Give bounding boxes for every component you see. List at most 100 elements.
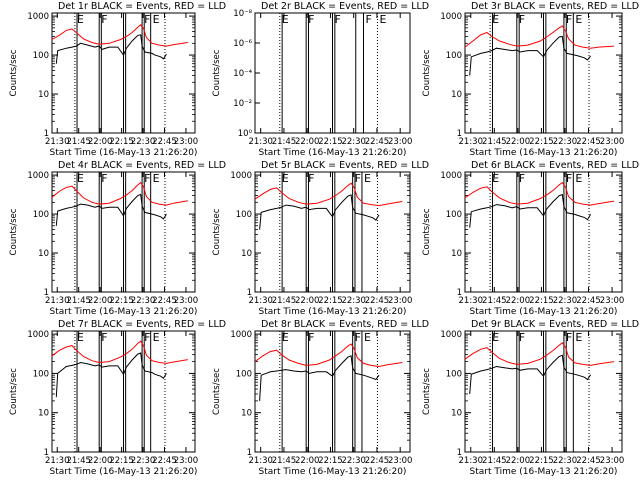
xtick-label: 22:15 [109, 456, 134, 466]
series-lld-line [464, 25, 615, 49]
event-marker-letter: F [519, 331, 525, 344]
event-marker-letter: F [308, 172, 314, 185]
event-marker-letter: F [144, 331, 150, 344]
detector-panel-2: Det 2r BLACK = Events, RED = LLD 10⁻⁸ 10⁻⁶… [212, 1, 429, 158]
event-marker-letter: F [101, 13, 107, 26]
ytick-label: 1000 [440, 171, 462, 181]
xtick-label: 21:45 [482, 456, 507, 466]
detector-panel-6: Det 6r BLACK = Events, RED = LLD 1 10 100 10… [422, 160, 639, 317]
ytick-label: 10 [38, 409, 49, 419]
xtick-label: 22:30 [341, 296, 366, 306]
event-marker-letter: F [566, 331, 572, 344]
xtick-label: 21:30 [248, 296, 273, 306]
event-marker-letter: F [144, 13, 150, 26]
ytick-label: 1000 [27, 171, 49, 181]
event-marker-letter: E [575, 331, 582, 344]
xtick-label: 22:00 [88, 137, 113, 147]
x-axis-label: Start Time (16-May-13 21:26:20) [259, 467, 407, 477]
xtick-label: 22:45 [365, 137, 390, 147]
y-axis-label: Counts/sec [9, 208, 19, 255]
y-axis-label: Counts/sec [212, 49, 222, 96]
ytick-label: 1 [44, 129, 49, 139]
ytick-label: 1000 [440, 12, 462, 22]
xtick-label: 22:00 [88, 296, 113, 306]
x-axis-label: Start Time (16-May-13 21:26:20) [259, 148, 407, 158]
ytick-label: 10⁻⁶ [233, 39, 252, 49]
x-axis-label: Start Time (16-May-13 21:26:20) [470, 467, 618, 477]
xtick-label: 23:00 [174, 137, 199, 147]
detector-panel-9: Det 9r BLACK = Events, RED = LLD 1 10 100 10… [422, 319, 639, 477]
xtick-label: 23:00 [600, 456, 625, 466]
event-marker-letter: F [101, 331, 107, 344]
series-lld-line [464, 342, 615, 366]
event-marker-letter: F [308, 331, 314, 344]
xtick-label: 21:30 [45, 456, 70, 466]
xtick-label: 22:45 [576, 456, 601, 466]
series-lld-line [464, 181, 615, 206]
xtick-label: 23:00 [174, 296, 199, 306]
xtick-label: 22:00 [295, 456, 320, 466]
event-marker-letter: E [77, 172, 84, 185]
event-marker-letter: F [335, 13, 341, 26]
event-marker-letter: F [566, 172, 572, 185]
ytick-label: 1 [247, 448, 252, 458]
xtick-label: 22:45 [365, 456, 390, 466]
xtick-label: 21:45 [66, 456, 91, 466]
x-axis-label: Start Time (16-May-13 21:26:20) [470, 148, 618, 158]
event-marker-letter: E [492, 13, 499, 26]
xtick-label: 21:45 [272, 137, 297, 147]
x-axis-label: Start Time (16-May-13 21:26:20) [259, 307, 407, 317]
series-lld-line [51, 181, 188, 206]
event-marker-letter: E [379, 13, 386, 26]
ytick-label: 10 [241, 249, 252, 259]
event-marker-letter: E [77, 13, 84, 26]
xtick-label: 23:00 [388, 456, 413, 466]
series-events-line [55, 193, 167, 226]
ytick-label: 10⁻⁸ [233, 9, 252, 19]
event-marker-letter: E [575, 172, 582, 185]
ytick-label: 1000 [27, 12, 49, 22]
detector-panel-7: Det 7r BLACK = Events, RED = LLD 1 10 100 10… [9, 319, 226, 477]
xtick-label: 22:15 [318, 137, 343, 147]
series-events-line [259, 355, 380, 401]
ytick-label: 100 [446, 51, 462, 61]
xtick-label: 21:30 [248, 456, 273, 466]
ytick-label: 1 [457, 288, 462, 298]
xtick-label: 22:30 [553, 137, 578, 147]
event-marker-letter: E [77, 331, 84, 344]
xtick-label: 22:00 [506, 456, 531, 466]
xtick-label: 22:30 [131, 456, 156, 466]
x-axis-label: Start Time (16-May-13 21:26:20) [50, 307, 198, 317]
ytick-label: 1 [247, 288, 252, 298]
xtick-label: 21:45 [272, 456, 297, 466]
panel-title: Det 5r BLACK = Events, RED = LLD [261, 160, 429, 171]
xtick-label: 22:45 [152, 296, 177, 306]
event-marker-letter: E [153, 331, 160, 344]
y-axis-label: Counts/sec [212, 208, 222, 255]
event-marker-letter: F [144, 172, 150, 185]
event-marker-letter: E [364, 172, 371, 185]
ytick-label: 100 [236, 369, 252, 379]
xtick-label: 22:30 [341, 137, 366, 147]
xtick-label: 23:00 [388, 137, 413, 147]
ytick-label: 100 [33, 210, 49, 220]
y-axis-label: Counts/sec [212, 368, 222, 415]
xtick-label: 22:15 [318, 296, 343, 306]
detector-panel-8: Det 8r BLACK = Events, RED = LLD 1 10 100 10… [212, 319, 429, 477]
panel-title: Det 7r BLACK = Events, RED = LLD [58, 319, 226, 330]
ytick-label: 10 [38, 90, 49, 100]
ytick-label: 10⁻² [233, 99, 252, 109]
event-marker-letter: E [575, 13, 582, 26]
event-marker-letter: E [282, 13, 289, 26]
series-lld-line [254, 343, 403, 368]
xtick-label: 22:30 [553, 456, 578, 466]
xtick-label: 22:30 [341, 456, 366, 466]
xtick-label: 22:00 [295, 137, 320, 147]
xtick-label: 21:30 [459, 296, 484, 306]
ytick-label: 10 [38, 249, 49, 259]
xtick-label: 22:00 [88, 456, 113, 466]
xtick-label: 21:30 [459, 137, 484, 147]
ytick-label: 100 [236, 210, 252, 220]
xtick-label: 23:00 [600, 296, 625, 306]
